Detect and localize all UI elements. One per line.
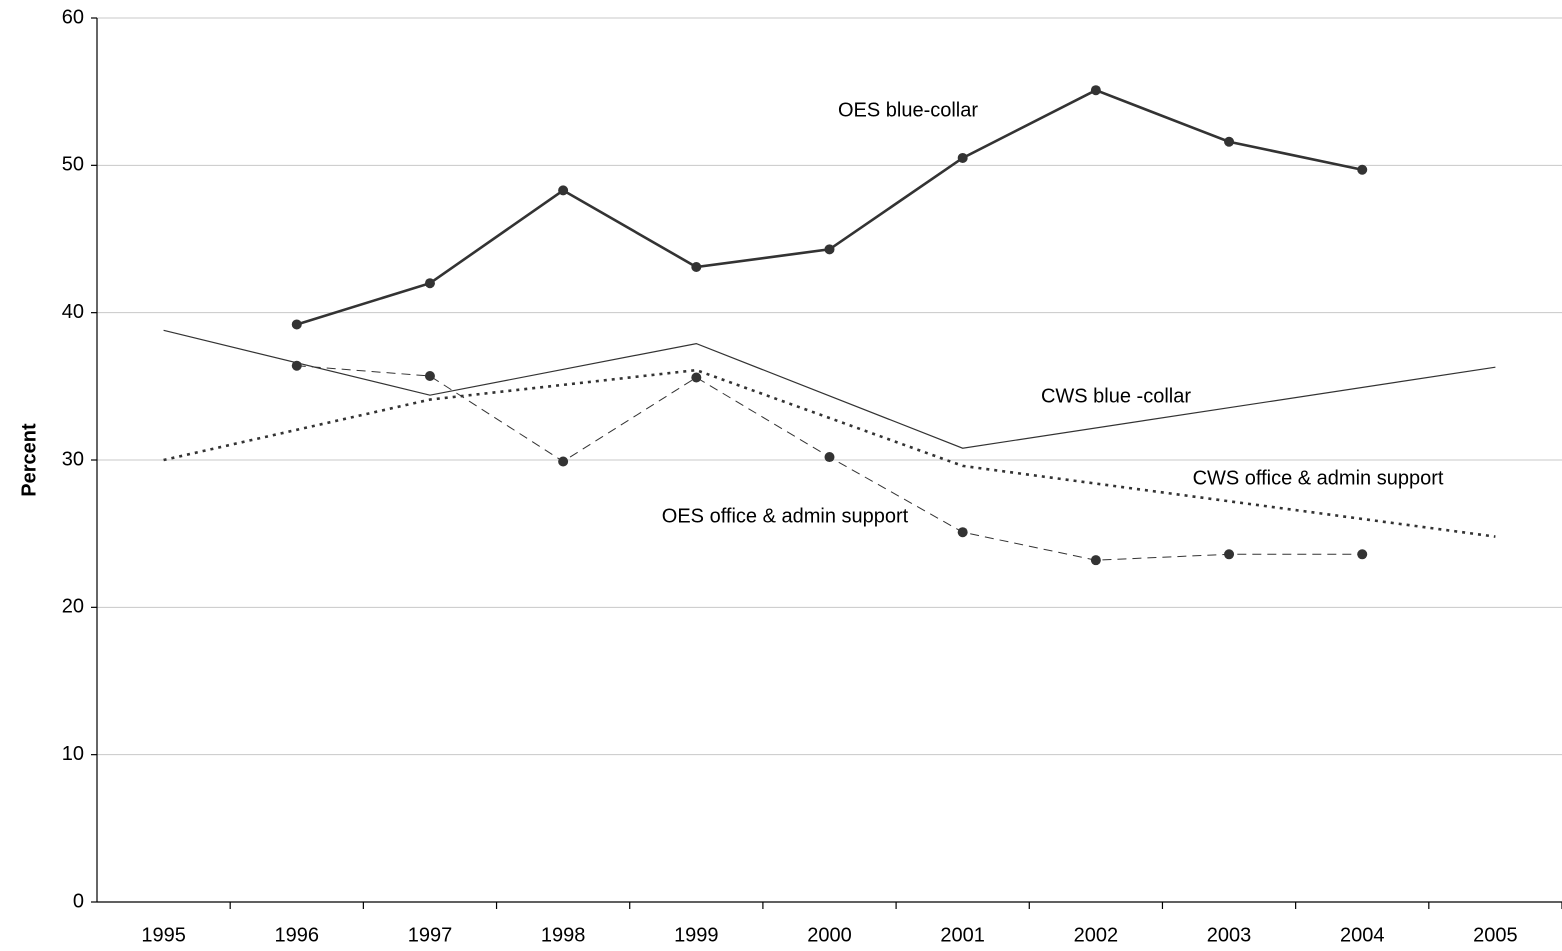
y-tick-label: 60 bbox=[62, 6, 84, 28]
data-point bbox=[824, 452, 835, 463]
data-point bbox=[957, 152, 968, 163]
x-tick-label: 2002 bbox=[1074, 924, 1119, 946]
series-label: OES blue-collar bbox=[838, 99, 978, 121]
data-point bbox=[291, 360, 302, 371]
x-tick-label: 1998 bbox=[541, 924, 586, 946]
x-tick-label: 2003 bbox=[1207, 924, 1252, 946]
data-point bbox=[1357, 549, 1368, 560]
data-point bbox=[691, 261, 702, 272]
data-point bbox=[957, 527, 968, 538]
x-tick-label: 2000 bbox=[807, 924, 852, 946]
data-point bbox=[1224, 549, 1235, 560]
series-label: OES office & admin support bbox=[662, 505, 909, 527]
data-point bbox=[1090, 85, 1101, 96]
series-line bbox=[163, 329, 1496, 449]
y-tick-label: 40 bbox=[62, 301, 84, 323]
x-tick-label: 1996 bbox=[275, 924, 320, 946]
data-point bbox=[1090, 555, 1101, 566]
series-label: CWS office & admin support bbox=[1193, 467, 1444, 489]
series-line bbox=[296, 88, 1363, 326]
data-point bbox=[424, 371, 435, 382]
series-label: CWS blue -collar bbox=[1041, 385, 1191, 407]
data-point bbox=[824, 244, 835, 255]
data-point bbox=[558, 185, 569, 196]
y-tick-label: 50 bbox=[62, 154, 84, 176]
data-point bbox=[691, 372, 702, 383]
y-tick-label: 30 bbox=[62, 448, 84, 470]
y-tick-label: 10 bbox=[62, 743, 84, 765]
y-axis-label: Percent bbox=[18, 423, 40, 497]
x-tick-label: 2001 bbox=[940, 924, 985, 946]
data-point bbox=[1224, 136, 1235, 147]
data-point bbox=[558, 456, 569, 467]
x-tick-label: 1999 bbox=[674, 924, 719, 946]
data-point bbox=[1357, 164, 1368, 175]
x-tick-label: 1995 bbox=[141, 924, 186, 946]
data-point bbox=[291, 319, 302, 330]
data-point bbox=[424, 278, 435, 289]
x-tick-label: 2004 bbox=[1340, 924, 1385, 946]
y-tick-label: 0 bbox=[73, 890, 84, 912]
series-line bbox=[296, 365, 1363, 561]
x-tick-label: 1997 bbox=[408, 924, 453, 946]
y-tick-label: 20 bbox=[62, 596, 84, 618]
x-tick-label: 2005 bbox=[1473, 924, 1518, 946]
